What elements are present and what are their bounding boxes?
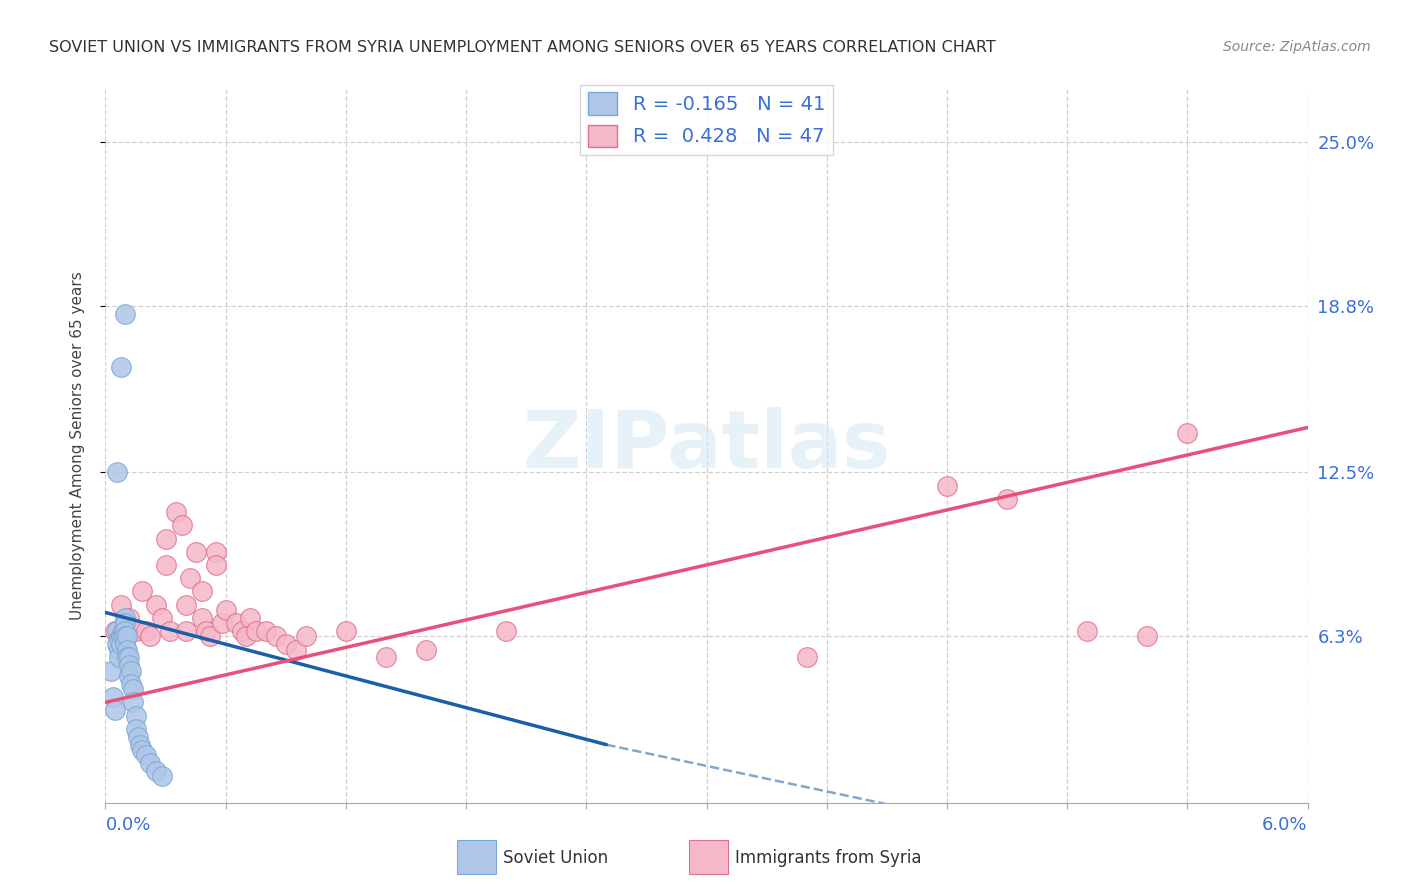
Point <box>231 624 253 638</box>
Point <box>107 466 129 480</box>
Point <box>124 708 146 723</box>
Point <box>204 545 226 559</box>
Point <box>159 624 181 638</box>
Point <box>335 624 357 638</box>
Point <box>107 624 129 638</box>
Point <box>174 624 197 638</box>
Point <box>128 738 150 752</box>
Text: Immigrants from Syria: Immigrants from Syria <box>735 849 922 867</box>
Point <box>117 650 139 665</box>
Point <box>214 603 236 617</box>
Point <box>225 616 247 631</box>
Point <box>100 664 122 678</box>
Point <box>374 650 398 665</box>
Point <box>114 637 136 651</box>
Point <box>235 629 257 643</box>
Point <box>135 748 157 763</box>
Point <box>138 629 160 643</box>
Point <box>274 637 297 651</box>
Point <box>796 650 818 665</box>
Point <box>124 722 146 736</box>
Point <box>131 743 153 757</box>
Point <box>110 637 132 651</box>
Point <box>211 616 233 631</box>
Point <box>114 616 136 631</box>
Point <box>135 624 157 638</box>
Point <box>145 598 167 612</box>
Point <box>245 624 267 638</box>
Point <box>124 624 146 638</box>
Point <box>415 642 437 657</box>
Point <box>122 682 145 697</box>
Point <box>110 598 132 612</box>
Text: SOVIET UNION VS IMMIGRANTS FROM SYRIA UNEMPLOYMENT AMONG SENIORS OVER 65 YEARS C: SOVIET UNION VS IMMIGRANTS FROM SYRIA UN… <box>49 40 995 55</box>
Point <box>108 632 131 646</box>
Point <box>118 669 141 683</box>
Point <box>165 505 187 519</box>
Y-axis label: Unemployment Among Seniors over 65 years: Unemployment Among Seniors over 65 years <box>70 272 84 620</box>
Point <box>995 491 1018 506</box>
Legend: R = -0.165   N = 41, R =  0.428   N = 47: R = -0.165 N = 41, R = 0.428 N = 47 <box>581 85 832 155</box>
Point <box>155 558 177 572</box>
Point <box>150 611 173 625</box>
Text: Source: ZipAtlas.com: Source: ZipAtlas.com <box>1223 40 1371 54</box>
Point <box>1076 624 1098 638</box>
Point <box>108 650 131 665</box>
Point <box>190 584 212 599</box>
Point <box>284 642 307 657</box>
Point <box>204 558 226 572</box>
Point <box>122 695 145 709</box>
Text: 0.0%: 0.0% <box>105 816 150 834</box>
Point <box>108 642 131 657</box>
Point <box>239 611 262 625</box>
Point <box>184 545 207 559</box>
Point <box>127 730 149 744</box>
Point <box>495 624 517 638</box>
Point <box>114 307 136 321</box>
Point <box>107 637 129 651</box>
Point <box>121 677 143 691</box>
Point <box>104 624 127 638</box>
Point <box>110 629 132 643</box>
Text: 6.0%: 6.0% <box>1263 816 1308 834</box>
Point <box>936 478 959 492</box>
Point <box>198 629 221 643</box>
Point <box>1175 425 1198 440</box>
Point <box>264 629 287 643</box>
Point <box>118 650 141 665</box>
Point <box>103 690 125 704</box>
Point <box>174 598 197 612</box>
Point <box>117 629 139 643</box>
Point <box>114 637 136 651</box>
Point <box>114 629 136 643</box>
Point <box>118 658 141 673</box>
Point <box>194 624 217 638</box>
Point <box>138 756 160 771</box>
Point <box>112 624 135 638</box>
Text: Soviet Union: Soviet Union <box>503 849 609 867</box>
Point <box>110 359 132 374</box>
Point <box>131 584 153 599</box>
Point <box>112 629 135 643</box>
Point <box>1136 629 1159 643</box>
Point <box>110 629 132 643</box>
Point <box>114 611 136 625</box>
Point <box>150 769 173 783</box>
Point <box>295 629 318 643</box>
Point <box>114 624 136 638</box>
Point <box>190 611 212 625</box>
Point <box>118 611 141 625</box>
Point <box>112 624 135 638</box>
Point <box>179 571 201 585</box>
Point <box>155 532 177 546</box>
Point <box>254 624 277 638</box>
Point <box>117 642 139 657</box>
Point <box>104 703 127 717</box>
Point <box>170 518 193 533</box>
Text: ZIPatlas: ZIPatlas <box>523 407 890 485</box>
Point <box>121 664 143 678</box>
Point <box>145 764 167 778</box>
